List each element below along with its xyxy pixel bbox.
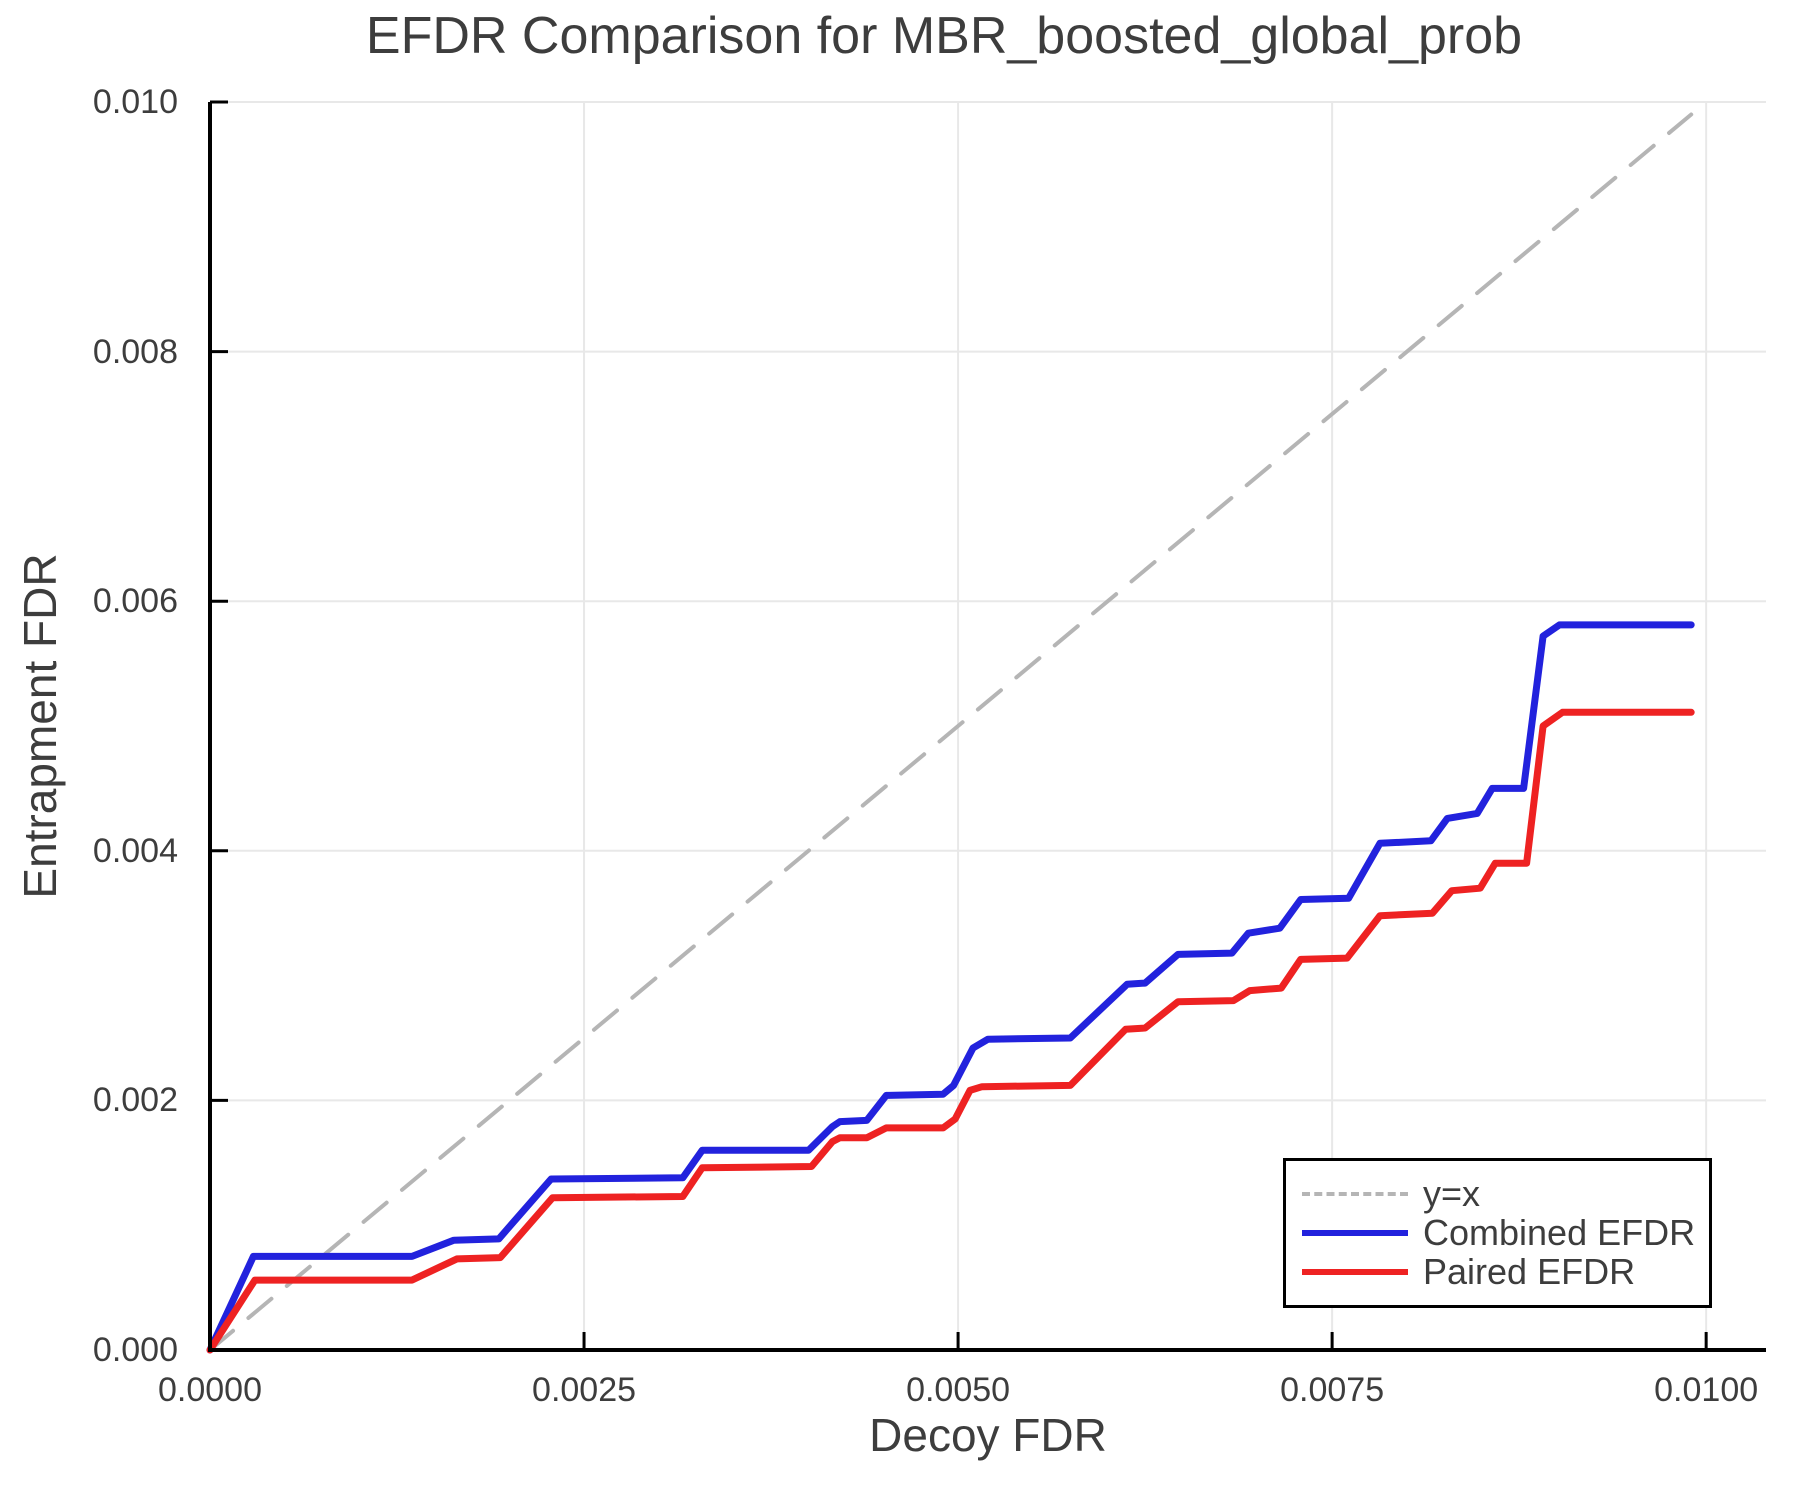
x-tick-label: 0.0025	[532, 1371, 637, 1409]
legend-line-sample-dashed	[1302, 1191, 1408, 1196]
x-tick-label: 0.0050	[906, 1371, 1011, 1409]
y-tick-label: 0.006	[92, 582, 178, 621]
y-tick-label: 0.008	[92, 332, 178, 371]
legend-label-combined-efdr: Combined EFDR	[1423, 1211, 1696, 1253]
x-tick-label: 0.0000	[158, 1371, 262, 1409]
series-line-combined-efdr	[206, 621, 1695, 1354]
legend-row-paired-efdr: Paired EFDR	[1302, 1252, 1709, 1291]
chart-title: EFDR Comparison for MBR_boosted_global_p…	[365, 7, 1523, 65]
legend-label-paired-efdr: Paired EFDR	[1423, 1250, 1636, 1292]
y-tick-label: 0.004	[92, 831, 178, 870]
legend-label-yx: y=x	[1423, 1172, 1481, 1214]
x-axis-label: Decoy FDR	[869, 1409, 1107, 1461]
legend-line-sample-combined	[1302, 1229, 1408, 1236]
y-tick-label: 0.000	[92, 1331, 178, 1369]
y-tick-label: 0.002	[92, 1081, 178, 1120]
legend-line-sample-paired	[1302, 1268, 1408, 1275]
legend-row-combined-efdr: Combined EFDR	[1302, 1213, 1709, 1252]
x-tick-label: 0.0075	[1280, 1371, 1385, 1409]
legend: y=x Combined EFDR Paired EFDR	[1283, 1158, 1712, 1308]
series-line-paired-efdr	[206, 708, 1695, 1354]
x-tick-label: 0.0100	[1654, 1371, 1759, 1409]
legend-row-yx: y=x	[1302, 1174, 1709, 1213]
series-line-y-x	[208, 112, 1694, 1352]
y-tick-label: 0.010	[92, 83, 178, 121]
y-axis-label: Entrapment FDR	[14, 553, 66, 899]
